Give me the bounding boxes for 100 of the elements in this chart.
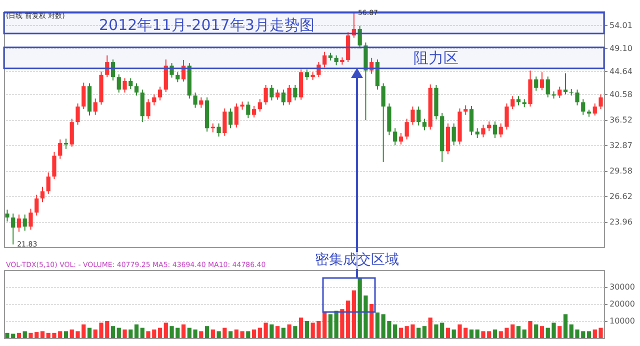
candlestick xyxy=(176,72,180,83)
candlestick xyxy=(93,98,98,116)
bar xyxy=(563,314,568,338)
candlestick xyxy=(510,96,515,110)
candlestick xyxy=(252,105,256,118)
candlestick xyxy=(370,57,374,74)
candlestick xyxy=(181,59,186,82)
bar xyxy=(116,328,121,338)
bar xyxy=(299,318,304,338)
bar xyxy=(228,331,233,338)
bar xyxy=(416,328,421,338)
bar xyxy=(492,330,498,338)
candlestick xyxy=(82,82,86,110)
candlestick xyxy=(393,128,398,146)
candlestick xyxy=(322,51,327,68)
candlestick xyxy=(199,96,204,108)
candlestick xyxy=(592,102,597,116)
y-tick-label: 10000 xyxy=(610,316,635,326)
candlestick xyxy=(270,84,274,101)
candlestick xyxy=(52,151,56,180)
candlestick xyxy=(105,54,110,78)
candlestick xyxy=(422,118,427,131)
candlestick xyxy=(534,76,538,92)
bar xyxy=(122,330,127,338)
bar xyxy=(522,330,526,338)
candlestick xyxy=(475,128,480,138)
candlestick xyxy=(76,102,80,126)
candlestick xyxy=(464,104,468,116)
bar xyxy=(322,312,327,338)
candlestick xyxy=(110,58,116,81)
bar xyxy=(140,328,144,338)
bar xyxy=(22,331,27,338)
candlestick xyxy=(158,86,162,101)
bar xyxy=(164,322,168,338)
bar xyxy=(246,331,250,338)
chart-title: 2012年11月-2017年3月走势图 xyxy=(99,16,314,34)
candlestick xyxy=(64,138,68,150)
y-tick-label: 44.64 xyxy=(610,66,632,76)
bar xyxy=(422,326,427,338)
candlestick xyxy=(558,86,562,98)
bar xyxy=(210,330,215,338)
candlestick xyxy=(598,94,603,110)
bar xyxy=(134,324,139,338)
candlestick xyxy=(134,82,139,96)
y-tick-label: 30000 xyxy=(610,282,635,292)
candlestick xyxy=(11,213,16,245)
candlestick xyxy=(216,122,221,138)
bar xyxy=(586,331,592,338)
candlestick xyxy=(575,89,580,106)
candlestick xyxy=(293,84,298,101)
candlestick xyxy=(222,108,227,136)
y-tick-label: 20000 xyxy=(610,300,635,308)
candlestick xyxy=(228,108,233,129)
candlestick xyxy=(40,186,45,203)
y-tick-label: 29.58 xyxy=(610,166,632,176)
candlestick xyxy=(404,118,409,140)
bar xyxy=(428,318,432,338)
candlestick xyxy=(469,105,474,136)
bar xyxy=(398,328,404,338)
y-tick-label: 36.52 xyxy=(610,115,632,124)
candlestick xyxy=(316,62,321,78)
bar xyxy=(352,290,356,338)
candlestick xyxy=(152,94,156,106)
bar xyxy=(204,326,210,338)
candlestick xyxy=(264,84,268,106)
bar xyxy=(334,310,338,338)
candlestick xyxy=(358,25,362,49)
bar xyxy=(528,321,532,338)
candlestick xyxy=(146,98,150,120)
bar xyxy=(534,324,538,338)
candlestick xyxy=(16,214,22,232)
candlestick xyxy=(116,74,121,94)
y-tick-label: 54.01 xyxy=(610,20,632,30)
candlestick xyxy=(516,96,521,106)
bar xyxy=(293,326,298,338)
candlestick xyxy=(563,72,568,95)
candlestick xyxy=(481,124,486,138)
candlestick xyxy=(352,12,356,38)
candlestick xyxy=(546,76,550,98)
candlestick xyxy=(492,120,498,138)
bar xyxy=(16,332,22,338)
candlestick xyxy=(452,122,456,146)
bar xyxy=(475,330,480,338)
candlestick xyxy=(128,78,133,90)
bar xyxy=(128,330,133,338)
y-tick-label: 23.96 xyxy=(610,217,632,226)
y-tick-label: 40.58 xyxy=(610,90,632,99)
bar xyxy=(540,326,544,338)
candlestick xyxy=(22,214,27,232)
candlestick xyxy=(581,98,586,116)
candlestick xyxy=(304,68,309,80)
y-tick-label: 32.87 xyxy=(610,140,632,150)
bar xyxy=(158,328,162,338)
candlestick xyxy=(34,194,39,216)
candlestick xyxy=(193,92,198,108)
bar xyxy=(469,330,474,338)
band-label: 阻力区 xyxy=(414,48,458,67)
candlestick xyxy=(5,209,10,222)
bar xyxy=(328,314,332,338)
candlestick xyxy=(498,122,503,138)
